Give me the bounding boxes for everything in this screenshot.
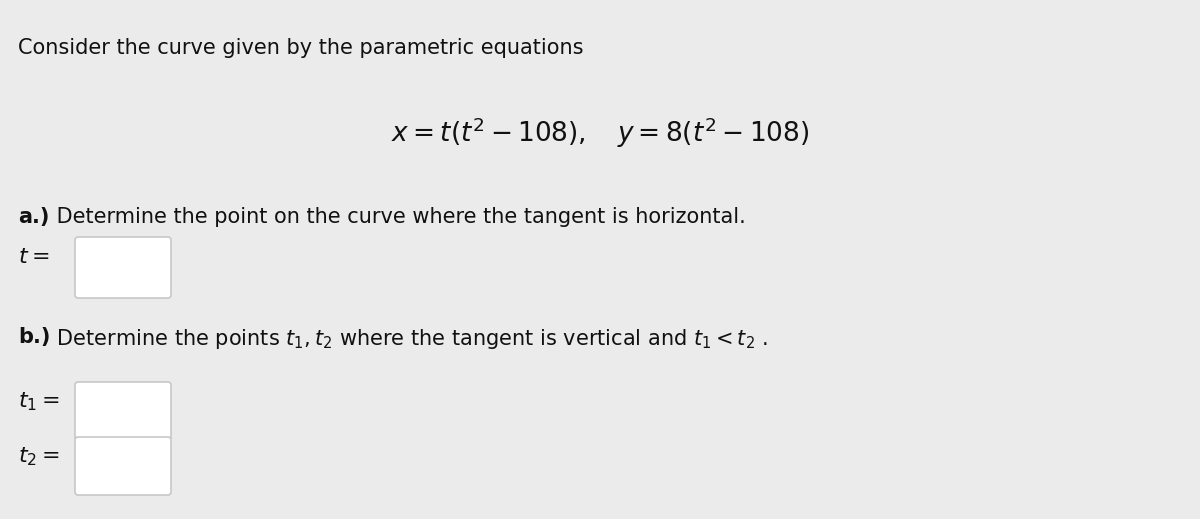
Text: Determine the point on the curve where the tangent is horizontal.: Determine the point on the curve where t… bbox=[50, 207, 745, 227]
Text: Determine the points $t_1, t_2$ where the tangent is vertical and $t_1 < t_2$ .: Determine the points $t_1, t_2$ where th… bbox=[50, 327, 768, 351]
Text: Consider the curve given by the parametric equations: Consider the curve given by the parametr… bbox=[18, 38, 583, 58]
Text: b.): b.) bbox=[18, 327, 50, 347]
Text: $t_2 = $: $t_2 = $ bbox=[18, 445, 60, 468]
Text: $t_1 = $: $t_1 = $ bbox=[18, 390, 60, 413]
Text: a.): a.) bbox=[18, 207, 49, 227]
FancyBboxPatch shape bbox=[74, 437, 172, 495]
FancyBboxPatch shape bbox=[74, 237, 172, 298]
Text: $x = t(t^2 - 108), \quad y = 8(t^2 - 108)$: $x = t(t^2 - 108), \quad y = 8(t^2 - 108… bbox=[391, 115, 809, 149]
Text: $t = $: $t = $ bbox=[18, 247, 49, 267]
FancyBboxPatch shape bbox=[74, 382, 172, 440]
